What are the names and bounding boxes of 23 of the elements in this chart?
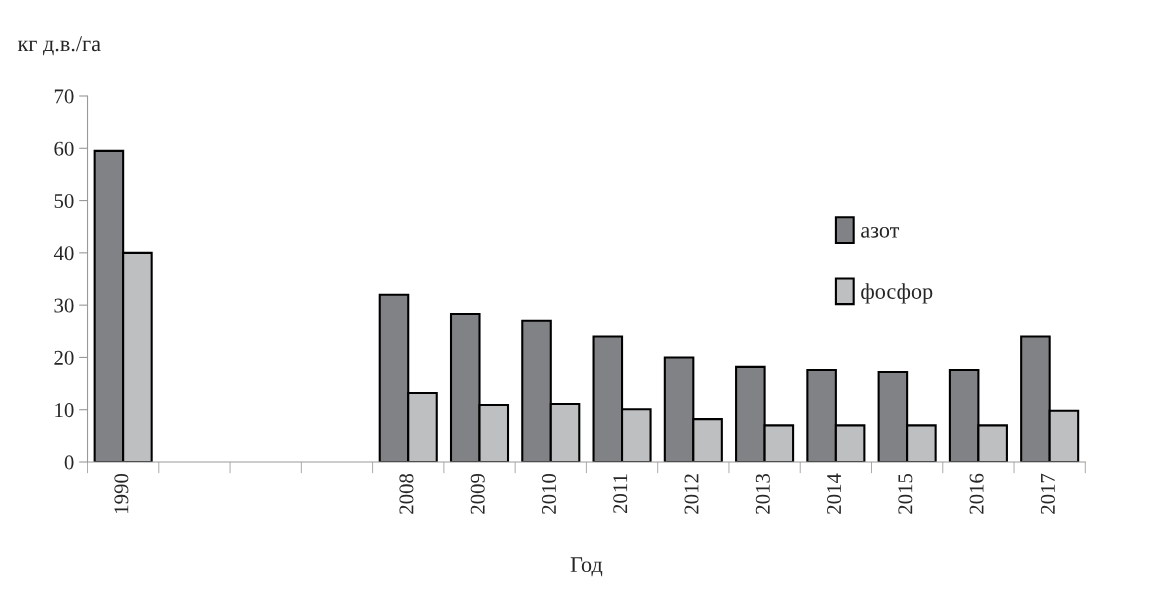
y-tick-label: 40: [53, 246, 74, 261]
y-tick-label: 0: [64, 455, 74, 470]
x-axis-title: Год: [570, 557, 603, 577]
y-tick-label: 20: [54, 350, 74, 365]
x-tick-label: 2011: [613, 474, 628, 514]
x-tick-label: 2008: [399, 473, 414, 514]
y-tick-label: 70: [54, 89, 74, 104]
y-tick-label: 30: [54, 298, 74, 313]
x-tick-label: 2017: [1040, 473, 1055, 514]
x-tick-label: 2016: [969, 473, 984, 514]
y-tick-label: 10: [55, 403, 74, 418]
x-tick-label: 1990: [114, 473, 129, 513]
x-tick-label: 2013: [755, 473, 770, 514]
x-tick-label: 2012: [684, 474, 699, 514]
x-tick-label: 2010: [541, 473, 556, 514]
x-tick-label: 2009: [470, 473, 485, 514]
x-tick-label: 2015: [898, 473, 913, 514]
legend-label: азот: [861, 227, 900, 238]
y-tick-label: 60: [54, 141, 74, 156]
y-tick-label: 50: [54, 193, 74, 208]
x-tick-label: 2014: [827, 473, 842, 514]
y-axis-title: кг д.в./га: [17, 36, 101, 56]
legend-label: фосфор: [861, 283, 933, 304]
